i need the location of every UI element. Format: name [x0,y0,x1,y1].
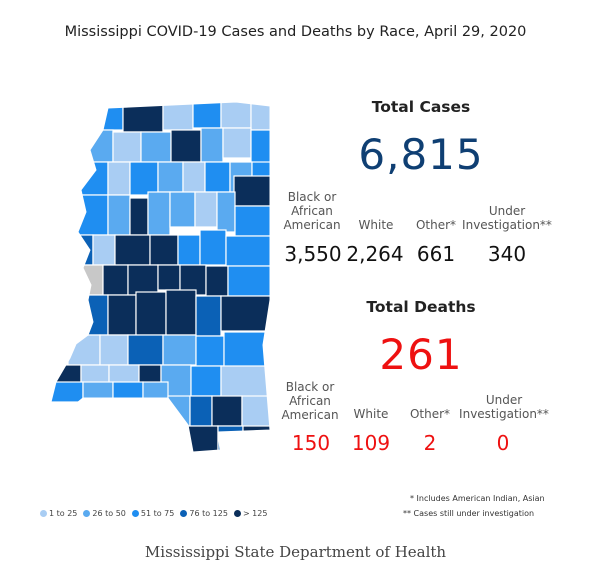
cases-cat-other-label: Other* [415,218,457,232]
total-cases-value: 6,815 [358,130,484,179]
county-region [99,334,129,366]
legend-item: 26 to 50 [83,509,126,518]
county-region [107,294,137,336]
county-region [72,264,104,296]
county-region [157,161,184,193]
legend-swatch [180,510,188,517]
county-region [170,129,202,163]
county-region [127,334,164,366]
county-region [233,175,270,207]
county-region [204,161,231,193]
county-region [162,334,197,366]
legend-label: 26 to 50 [92,509,126,518]
county-region [122,102,164,133]
county-region [92,234,116,266]
county-region [72,194,109,236]
county-region [192,102,222,129]
county-region [234,205,270,237]
county-region [167,395,191,427]
county-region [112,381,144,401]
legend-label: 1 to 25 [49,509,78,518]
cases-cat-under-label: Under Investigation** [462,204,552,232]
legend-label: 51 to 75 [140,509,175,518]
county-region [162,102,194,131]
county-region [217,425,244,452]
county-region [107,161,131,196]
cases-other-value: 661 [416,242,456,266]
footnote-other: * Includes American Indian, Asian [410,494,545,503]
county-region [216,191,236,233]
county-region [107,194,131,236]
county-region [189,395,213,427]
county-region [112,131,142,163]
county-region [195,295,222,337]
county-region [77,294,109,336]
map-legend: 1 to 25 26 to 50 51 to 75 76 to 125 > 12… [40,509,267,518]
county-region [211,395,243,427]
cases-white-value: 2,264 [346,242,404,266]
county-region [147,191,171,236]
deaths-cat-black-label: Black or African American [281,380,339,422]
cases-black-value: 3,550 [284,242,342,266]
county-region [220,365,270,401]
deaths-under-value: 0 [496,431,510,455]
cases-under-value: 340 [487,242,527,266]
county-region [127,264,159,296]
legend-swatch [83,510,91,517]
total-deaths-value: 261 [379,330,463,379]
deaths-white-value: 109 [351,431,391,455]
county-region [169,191,196,228]
county-region [199,229,227,266]
county-region [140,131,172,163]
legend-item: 51 to 75 [131,509,175,518]
deaths-cat-other-label: Other* [409,407,451,421]
legend-swatch [131,510,139,517]
county-region [82,381,114,401]
county-region [102,264,129,296]
mississippi-county-map [50,101,271,453]
county-region [190,365,222,397]
legend-swatch [40,510,47,517]
county-region [149,234,179,266]
county-region [87,102,124,131]
county-region [195,335,225,367]
deaths-cat-under-label: Under Investigation** [459,393,549,421]
county-region [114,234,151,266]
county-region [177,234,201,266]
county-region [225,235,270,267]
cases-cat-black-label: Black or African American [283,190,341,232]
county-region [135,291,167,336]
county-region [227,265,270,297]
county-region [165,289,197,336]
county-region [77,161,109,196]
deaths-cat-white-label: White [353,407,389,421]
footer-source: Mississippi State Department of Health [144,543,447,561]
county-region [222,127,252,159]
county-region [220,102,252,129]
chart-title: Mississippi COVID-19 Cases and Deaths by… [64,24,527,40]
county-region [220,295,270,332]
legend-label: 76 to 125 [189,509,228,518]
legend-item: > 125 [233,509,268,518]
footnote-under: ** Cases still under investigation [403,509,535,518]
deaths-black-value: 150 [291,431,331,455]
county-region [182,161,206,193]
cases-cat-white-label: White [358,218,394,232]
total-deaths-title: Total Deaths [366,298,476,316]
county-region [205,265,229,297]
county-region [129,197,149,236]
deaths-other-value: 2 [423,431,437,455]
county-region [142,381,169,401]
county-region [223,331,270,368]
county-region [67,334,101,366]
legend-item: 76 to 125 [180,509,228,518]
legend-label: > 125 [242,509,268,518]
legend-swatch [233,510,241,517]
county-region [129,161,159,196]
county-region [194,191,218,228]
total-cases-title: Total Cases [371,98,471,116]
legend-item: 1 to 25 [40,509,77,518]
county-region [200,127,224,163]
county-region [157,264,181,291]
